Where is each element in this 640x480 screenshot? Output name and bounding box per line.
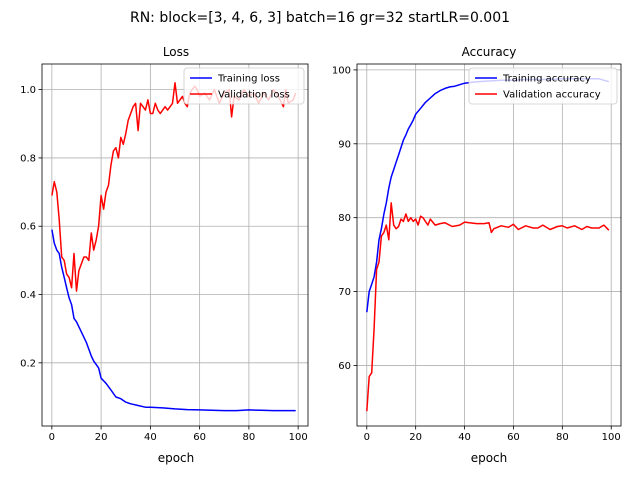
accuracy-y-tick-label: 80 [338,213,351,224]
accuracy-legend [468,67,618,105]
loss-x-tick-label: 60 [193,432,206,443]
loss-x-tick-label: 20 [95,432,108,443]
loss-x-tick-label: 80 [243,432,256,443]
accuracy-axes: Accuracy epoch 0 20 40 60 80 100 60 70 80 90 100 Tr… [332,45,622,465]
loss-series-line-0 [51,229,296,412]
accuracy-x-tick-label: 0 [364,432,370,443]
loss-x-tick-label: 100 [289,432,308,443]
accuracy-x-tick-label: 60 [507,432,520,443]
accuracy-y-tick-label: 60 [338,361,351,372]
accuracy-legend-label-1: Validation accuracy [503,90,601,101]
accuracy-series-line-1 [366,202,610,412]
accuracy-x-tick-label: 100 [602,432,621,443]
loss-x-tick-label: 40 [144,432,157,443]
accuracy-axes-title: Accuracy [462,45,517,59]
loss-x-tick-label: 0 [49,432,55,443]
loss-y-tick-label: 0.4 [20,290,36,301]
figure-suptitle: RN: block=[3, 4, 6, 3] batch=16 gr=32 st… [130,10,510,26]
loss-y-tick-label: 0.6 [20,222,36,233]
loss-legend-label-1: Validation loss [218,90,290,101]
loss-axes: Loss epoch 0 20 40 60 80 100 0.2 0.4 0.6 0.8 1.0 Tr… [20,45,309,465]
loss-legend-label-0: Training loss [217,74,280,85]
accuracy-x-tick-label: 20 [409,432,422,443]
accuracy-series-line-0 [366,78,610,313]
loss-plot-area: 0 20 40 60 80 100 0.2 0.4 0.6 0.8 1.0 Training loss… [20,63,309,443]
accuracy-legend-label-0: Training accuracy [502,74,591,85]
accuracy-plot-area: 0 20 40 60 80 100 60 70 80 90 100 Training accuracy… [332,63,622,443]
loss-x-axis-label: epoch [158,451,195,465]
loss-y-tick-label: 0.2 [20,358,36,369]
accuracy-y-tick-label: 90 [338,139,351,150]
loss-series-line-1 [51,82,297,292]
accuracy-y-tick-label: 70 [338,287,351,298]
loss-y-tick-label: 0.8 [20,153,36,164]
accuracy-x-tick-label: 40 [458,432,471,443]
loss-legend [183,67,305,105]
accuracy-axes-frame [356,63,622,427]
accuracy-x-axis-label: epoch [471,451,508,465]
accuracy-x-tick-label: 80 [556,432,569,443]
loss-axes-frame [41,63,309,427]
loss-y-tick-label: 1.0 [20,85,36,96]
accuracy-y-tick-label: 100 [332,65,351,76]
loss-axes-title: Loss [163,45,189,59]
